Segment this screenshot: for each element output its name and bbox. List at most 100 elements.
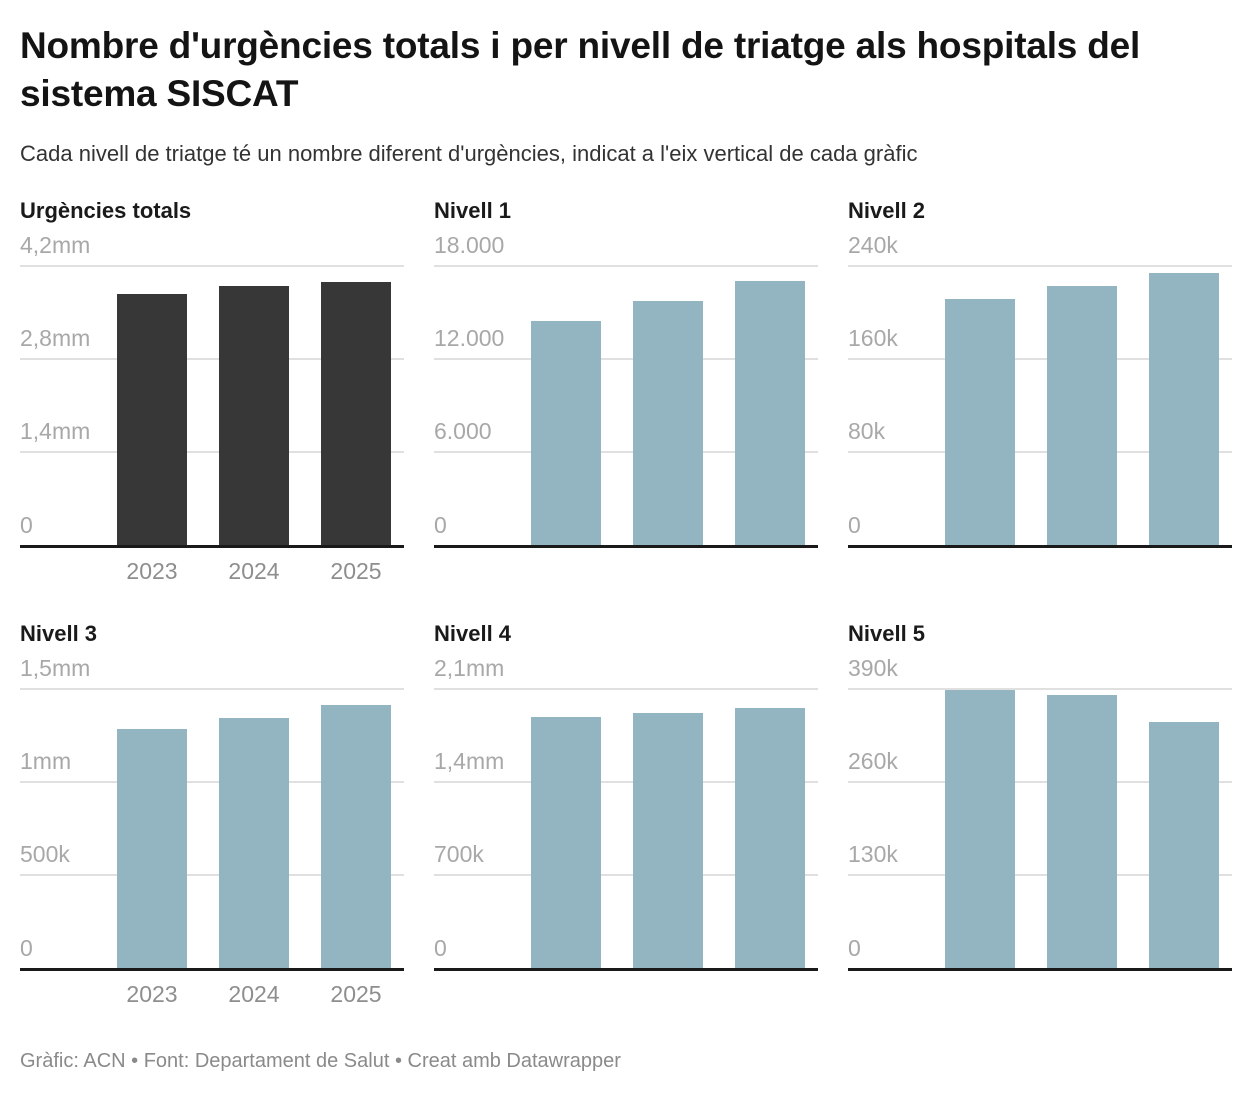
chart-title: Nivell 5: [848, 620, 926, 646]
plot-area: 18.000 12.000 6.000 0: [434, 231, 818, 548]
chart-title: Nivell 1: [434, 197, 512, 223]
bar-2023: [531, 716, 601, 968]
chart-panel-nivell-2: Nivell 2 240k 160k 80k 0: [848, 197, 1232, 586]
y-tick-label: 6.000: [434, 418, 492, 445]
y-tick-label: 240k: [848, 231, 898, 258]
gridline: [434, 874, 818, 877]
y-tick-label: 80k: [848, 418, 886, 445]
page: Nombre d'urgències totals i per nivell d…: [20, 22, 1232, 1009]
x-tick-label: 2025: [330, 980, 382, 1007]
bar-2023: [117, 728, 187, 968]
bar-2023: [117, 293, 187, 545]
bar-2024: [1047, 285, 1117, 545]
gridline: [848, 874, 1232, 877]
gridline: [848, 264, 1232, 267]
chart-panel-nivell-1: Nivell 1 18.000 12.000 6.000 0: [434, 197, 818, 586]
y-tick-label: 1,5mm: [20, 654, 91, 681]
y-tick-label: 1,4mm: [20, 418, 91, 445]
plot: 390k 260k 130k 0: [848, 655, 1232, 971]
x-tick-label: 2024: [228, 980, 280, 1007]
y-tick-label: 0: [848, 934, 861, 961]
x-axis-labels: [434, 548, 818, 586]
bar-2025: [1149, 272, 1219, 545]
plot-area: 4,2mm 2,8mm 1,4mm 0: [20, 231, 404, 548]
gridline: [434, 781, 818, 784]
bar-2025: [735, 280, 805, 545]
chart-title: Urgències totals: [20, 197, 192, 223]
bar-2024: [219, 717, 289, 968]
gridline: [848, 781, 1232, 784]
bar-2024: [1047, 694, 1117, 968]
gridline: [848, 687, 1232, 690]
y-tick-label: 1mm: [20, 748, 72, 775]
y-tick-label: 12.000: [434, 325, 505, 352]
y-tick-label: 1,4mm: [434, 748, 505, 775]
bar-2025: [321, 704, 391, 968]
y-tick-label: 0: [434, 934, 447, 961]
plot-area: 390k 260k 130k 0: [848, 654, 1232, 971]
x-tick-label: 2025: [330, 557, 382, 584]
y-tick-label: 0: [434, 511, 447, 538]
plot-area: 240k 160k 80k 0: [848, 231, 1232, 548]
x-axis-labels: [848, 548, 1232, 586]
x-axis-labels: 2023 2024 2025: [20, 971, 404, 1009]
plot-area: 2,1mm 1,4mm 700k 0: [434, 654, 818, 971]
y-tick-label: 2,1mm: [434, 654, 505, 681]
y-tick-label: 390k: [848, 654, 898, 681]
chart-panel-urgències-totals: Urgències totals 4,2mm 2,8mm 1,4mm 0 2023 20…: [20, 197, 404, 586]
chart-panel-nivell-3: Nivell 3 1,5mm 1mm 500k 0 2023 2024 2025: [20, 620, 404, 1009]
bar-2024: [633, 712, 703, 968]
x-tick-label: 2023: [126, 557, 178, 584]
plot: 240k 160k 80k 0: [848, 232, 1232, 548]
y-tick-label: 2,8mm: [20, 325, 91, 352]
y-tick-label: 700k: [434, 841, 484, 868]
gridline: [20, 264, 404, 267]
bar-2024: [219, 285, 289, 545]
chart-footer-credit: Gràfic: ACN • Font: Departament de Salut…: [20, 1049, 621, 1072]
y-tick-label: 18.000: [434, 231, 505, 258]
y-tick-label: 0: [20, 934, 33, 961]
x-axis-labels: [848, 971, 1232, 1009]
gridline: [20, 687, 404, 690]
y-tick-label: 4,2mm: [20, 231, 91, 258]
plot-area: 1,5mm 1mm 500k 0: [20, 654, 404, 971]
x-axis-labels: [434, 971, 818, 1009]
chart-panel-nivell-4: Nivell 4 2,1mm 1,4mm 700k 0: [434, 620, 818, 1009]
chart-title: Nivell 3: [20, 620, 98, 646]
gridline: [20, 874, 404, 877]
gridline: [434, 358, 818, 361]
page-title: Nombre d'urgències totals i per nivell d…: [20, 25, 1141, 115]
bar-2025: [735, 707, 805, 968]
bar-2024: [633, 300, 703, 545]
bar-2025: [321, 281, 391, 545]
x-axis-labels: 2023 2024 2025: [20, 548, 404, 586]
plot: 4,2mm 2,8mm 1,4mm 0: [20, 232, 404, 548]
gridline: [434, 264, 818, 267]
gridline: [434, 687, 818, 690]
y-tick-label: 0: [848, 511, 861, 538]
y-tick-label: 130k: [848, 841, 898, 868]
bar-2023: [945, 689, 1015, 968]
y-tick-label: 160k: [848, 325, 898, 352]
bar-2025: [1149, 721, 1219, 968]
gridline: [20, 358, 404, 361]
chart-title: Nivell 4: [434, 620, 512, 646]
chart-title: Nivell 2: [848, 197, 926, 223]
gridline: [434, 451, 818, 454]
y-tick-label: 0: [20, 511, 33, 538]
y-tick-label: 260k: [848, 748, 898, 775]
bar-2023: [531, 320, 601, 545]
gridline: [848, 358, 1232, 361]
x-tick-label: 2023: [126, 980, 178, 1007]
plot: 1,5mm 1mm 500k 0: [20, 655, 404, 971]
gridline: [848, 451, 1232, 454]
x-tick-label: 2024: [228, 557, 280, 584]
plot: 2,1mm 1,4mm 700k 0: [434, 655, 818, 971]
gridline: [20, 781, 404, 784]
page-subtitle: Cada nivell de triatge té un nombre dife…: [20, 141, 918, 167]
gridline: [20, 451, 404, 454]
charts-grid: Urgències totals 4,2mm 2,8mm 1,4mm 0 2023 20…: [20, 197, 1232, 1009]
bar-2023: [945, 298, 1015, 545]
y-tick-label: 500k: [20, 841, 70, 868]
plot: 18.000 12.000 6.000 0: [434, 232, 818, 548]
